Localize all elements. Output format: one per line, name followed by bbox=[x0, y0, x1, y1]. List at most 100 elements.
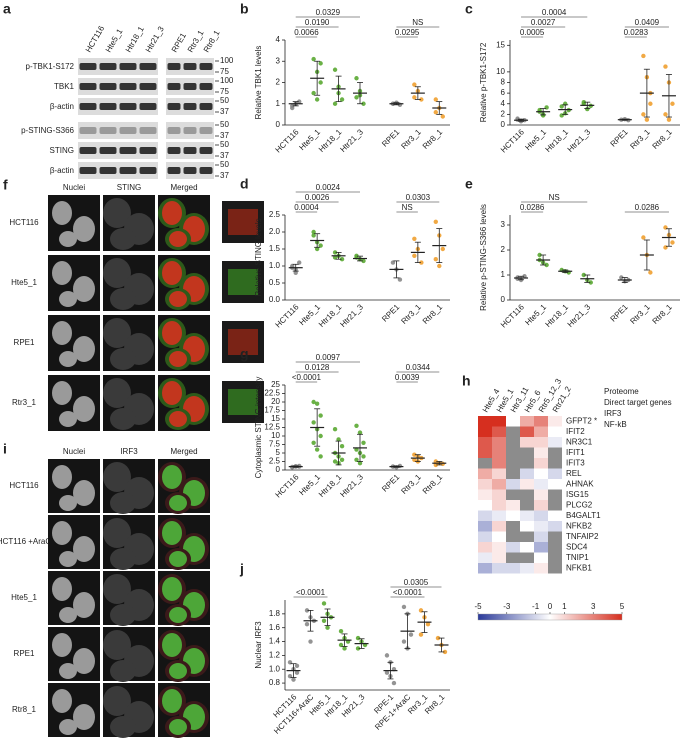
y-tick-label: 2 bbox=[501, 245, 506, 254]
p-value: 0.0004 bbox=[294, 203, 319, 212]
blot-band bbox=[119, 63, 137, 70]
data-point bbox=[361, 258, 366, 264]
p-value: NS bbox=[412, 18, 423, 27]
y-tick-label: 0.5 bbox=[269, 278, 281, 287]
heatmap-cell bbox=[548, 489, 562, 500]
x-tick-label: RPE1 bbox=[609, 302, 631, 324]
data-point bbox=[311, 56, 316, 62]
nucleus bbox=[59, 495, 77, 511]
x-tick-label: HCT116 bbox=[274, 472, 301, 499]
p-value: NS bbox=[402, 203, 413, 212]
row-label: TNIP1 bbox=[566, 553, 589, 562]
merged-nucleus bbox=[169, 411, 187, 427]
data-point bbox=[641, 112, 646, 117]
heatmap-cell bbox=[492, 426, 506, 437]
data-point bbox=[304, 608, 310, 613]
row-label: SDC4 bbox=[566, 542, 588, 551]
blot-strip bbox=[78, 78, 158, 95]
x-tick-label: Rtr8_1 bbox=[651, 127, 675, 151]
blot-row-label: p-STING-S366 bbox=[21, 126, 74, 135]
heatmap-cell bbox=[492, 447, 506, 458]
y-tick-label: 1.4 bbox=[269, 637, 281, 646]
row-label: RPE1 bbox=[14, 338, 35, 347]
blot-band bbox=[99, 127, 117, 134]
signal bbox=[103, 318, 131, 348]
data-point bbox=[641, 53, 646, 59]
data-point bbox=[291, 677, 296, 682]
data-point bbox=[433, 97, 438, 102]
y-tick-label: 0 bbox=[501, 120, 506, 129]
data-point bbox=[588, 280, 593, 285]
p-value: 0.0409 bbox=[635, 18, 660, 27]
y-tick-label: 1.8 bbox=[269, 609, 281, 618]
signal bbox=[110, 492, 136, 514]
legend-entry: Direct target genes bbox=[604, 398, 672, 407]
nucleus bbox=[59, 663, 77, 679]
y-tick-label: 20 bbox=[271, 397, 280, 406]
data-point bbox=[435, 635, 441, 641]
heatmap-cell bbox=[534, 447, 548, 458]
signal bbox=[103, 258, 131, 288]
data-point bbox=[355, 635, 361, 641]
channel-label: Merged bbox=[170, 183, 197, 192]
data-point bbox=[644, 117, 650, 122]
data-point bbox=[339, 457, 345, 462]
data-point bbox=[332, 67, 338, 72]
data-point bbox=[412, 82, 417, 87]
data-point bbox=[670, 240, 675, 245]
heatmap-cell bbox=[534, 531, 548, 542]
heatmap-cell bbox=[478, 521, 492, 532]
blot-band bbox=[139, 147, 157, 154]
merged-nucleus bbox=[162, 465, 182, 489]
nucleus bbox=[73, 648, 95, 674]
blot-band bbox=[183, 167, 197, 174]
heatmap-cell bbox=[478, 542, 492, 553]
marker-label: 50 bbox=[220, 140, 229, 149]
colorbar-label: 1 bbox=[562, 602, 567, 611]
row-label: Hte5_1 bbox=[11, 593, 37, 602]
y-tick-label: 2.5 bbox=[269, 210, 281, 219]
x-tick-label: HCT116 bbox=[274, 302, 301, 329]
nucleus bbox=[73, 276, 95, 302]
heatmap-cell bbox=[506, 531, 520, 542]
blot-row-label: β-actin bbox=[50, 166, 74, 175]
heatmap-cell bbox=[506, 489, 520, 500]
merged-nucleus bbox=[162, 201, 182, 225]
x-tick-label: HCT116 bbox=[499, 302, 526, 329]
nucleus bbox=[52, 321, 72, 345]
blot-band bbox=[99, 147, 117, 154]
panel-label: h bbox=[462, 373, 471, 389]
blot-band bbox=[139, 167, 157, 174]
heatmap-cell bbox=[492, 521, 506, 532]
data-point bbox=[384, 653, 390, 658]
heatmap-cell bbox=[506, 552, 520, 563]
signal bbox=[103, 462, 131, 492]
x-tick-label: Rtr3_1 bbox=[628, 127, 652, 151]
heatmap-cell bbox=[534, 510, 548, 521]
signal bbox=[110, 604, 136, 626]
heatmap-cell bbox=[534, 552, 548, 563]
p-value: 0.0024 bbox=[316, 183, 341, 192]
row-label: IFIT1 bbox=[566, 448, 585, 457]
y-tick-label: 4 bbox=[276, 35, 281, 44]
nucleus bbox=[52, 577, 72, 601]
p-value: 0.0027 bbox=[531, 18, 556, 27]
data-point bbox=[537, 252, 542, 258]
signal bbox=[110, 228, 136, 250]
data-point bbox=[648, 101, 653, 106]
blot-band bbox=[199, 63, 213, 70]
heatmap-cell bbox=[534, 426, 548, 437]
data-point bbox=[559, 104, 564, 109]
heatmap-cell bbox=[520, 426, 534, 437]
data-point bbox=[384, 670, 390, 675]
y-tick-label: 0.8 bbox=[269, 678, 281, 687]
p-value: 0.0286 bbox=[520, 203, 545, 212]
marker-label: 37 bbox=[220, 107, 229, 116]
heatmap-cell bbox=[520, 458, 534, 469]
heatmap-cell bbox=[520, 563, 534, 574]
signal bbox=[110, 548, 136, 570]
y-axis-label: Relative p-STING-S366 levels bbox=[479, 204, 488, 311]
data-point bbox=[318, 243, 323, 248]
row-label: HCT116 bbox=[9, 481, 39, 490]
nucleus bbox=[52, 201, 72, 225]
